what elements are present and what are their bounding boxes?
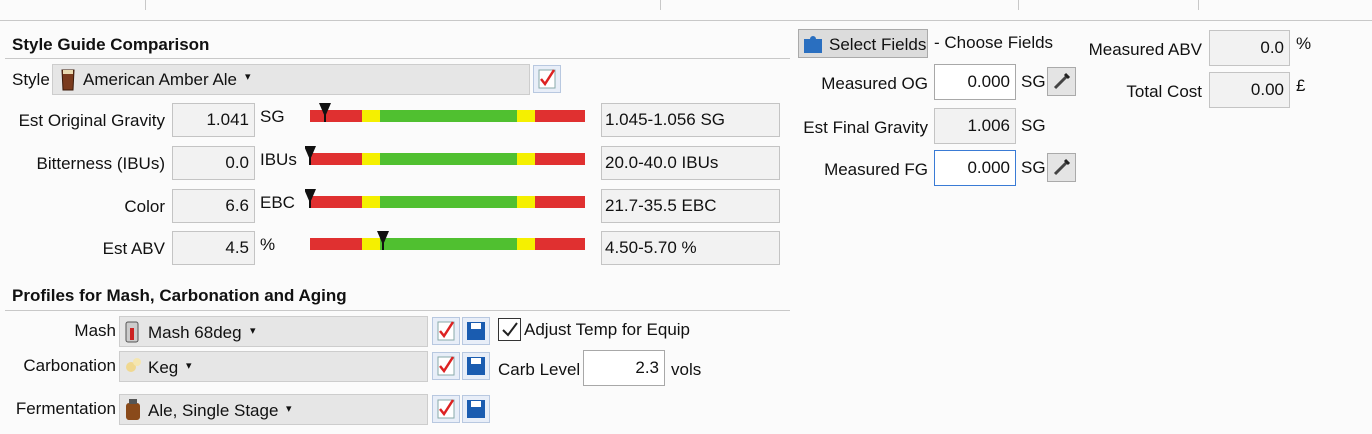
icon [1053, 158, 1071, 176]
dropdown-arrow: ▾ [245, 71, 251, 83]
icon [437, 399, 455, 419]
field-label: Measured OG [821, 74, 928, 93]
section-title: Profiles for Mash, Carbonation and Aging [12, 286, 347, 305]
style-combo[interactable]: American Amber Ale ▾ [52, 64, 530, 95]
combo-text: American Amber Ale [83, 70, 238, 89]
unit: SG [1021, 116, 1046, 135]
combo-text: Mash 68deg [148, 323, 242, 342]
glass-icon [61, 69, 75, 91]
combo-text: Keg [148, 358, 179, 377]
puzzle-icon [804, 36, 822, 53]
save-button[interactable] [462, 317, 490, 345]
section-title: Style Guide Comparison [12, 35, 210, 54]
icon [125, 321, 139, 343]
range-box: 21.7-35.5 EBC [601, 189, 780, 223]
value-box: 4.5 [172, 231, 255, 265]
icon [437, 356, 455, 376]
field-label: Total Cost [1126, 82, 1202, 101]
style-gauge [305, 99, 590, 134]
unit: IBUs [260, 150, 297, 169]
profile-combo[interactable]: Mash 68deg ▾ [119, 316, 428, 347]
separator [1018, 0, 1019, 10]
apply-button[interactable] [432, 317, 460, 345]
field-label: Measured FG [824, 160, 928, 179]
gauge [310, 231, 585, 250]
unit: SG [1021, 72, 1046, 91]
icon [437, 321, 455, 341]
style-gauge [304, 185, 590, 220]
unit: SG [1021, 158, 1046, 177]
icon [467, 322, 485, 340]
gauge [304, 189, 585, 208]
label: - Choose Fields [934, 33, 1054, 52]
profile-combo[interactable]: Keg ▾ [119, 351, 428, 382]
apply-button[interactable] [432, 352, 460, 380]
profile-combo[interactable]: Ale, Single Stage ▾ [119, 394, 428, 425]
combo-text: Ale, Single Stage [148, 401, 279, 420]
range-box: 20.0-40.0 IBUs [601, 146, 780, 180]
value-box: 1.041 [172, 103, 255, 137]
range-box: 1.045-1.056 SG [601, 103, 780, 137]
unit: % [1296, 34, 1312, 53]
hydrometer-button[interactable] [1047, 67, 1076, 96]
button-text: Select Fields [829, 35, 927, 54]
field-label: Carbonation [23, 356, 116, 375]
dropdown-arrow: ▾ [286, 403, 292, 415]
style-gauge [304, 142, 590, 177]
icon [126, 399, 140, 420]
icon [467, 357, 485, 375]
value-box[interactable]: 0.000 [934, 64, 1016, 100]
icon [538, 69, 556, 89]
checkbox-label: Adjust Temp for Equip [524, 320, 690, 339]
save-button[interactable] [462, 395, 490, 423]
field-label: Color [124, 197, 165, 216]
hydrometer-button[interactable] [1047, 153, 1076, 182]
separator [660, 0, 661, 10]
value-box: 1.006 [934, 108, 1016, 144]
dropdown-arrow: ▾ [186, 360, 192, 372]
value-box: 6.6 [172, 189, 255, 223]
icon [467, 400, 485, 418]
separator [5, 58, 790, 59]
separator [1198, 0, 1199, 10]
value-box: 0.00 [1209, 72, 1290, 108]
gauge [304, 146, 585, 165]
field-label: Bitterness (IBUs) [36, 154, 165, 173]
save-button[interactable] [462, 352, 490, 380]
field-label: Fermentation [15, 399, 116, 418]
dropdown-arrow: ▾ [250, 325, 256, 337]
icon [126, 358, 141, 372]
value-box[interactable]: 0.000 [934, 150, 1016, 186]
select-fields-button[interactable]: Select Fields [798, 29, 928, 58]
separator [5, 310, 790, 311]
field-label: Est Final Gravity [803, 118, 928, 137]
unit: SG [260, 107, 285, 126]
field-label: Est Original Gravity [18, 111, 165, 130]
checkbox[interactable] [498, 318, 522, 342]
value-box: 0.0 [1209, 30, 1290, 66]
separator [145, 0, 146, 10]
style-gauge [305, 227, 590, 262]
field-label: Measured ABV [1088, 40, 1202, 59]
carb-level-input[interactable]: 2.3 [583, 350, 665, 386]
label: Carb Level [498, 360, 581, 379]
apply-button[interactable] [432, 395, 460, 423]
separator [0, 20, 1372, 21]
label: Style [12, 70, 50, 89]
field-label: Est ABV [102, 239, 165, 258]
unit: vols [671, 360, 702, 379]
unit: % [260, 235, 276, 254]
range-box: 4.50-5.70 % [601, 231, 780, 265]
value-box: 0.0 [172, 146, 255, 180]
gauge [310, 103, 585, 122]
field-label: Mash [74, 321, 116, 340]
icon [1053, 72, 1071, 90]
apply-button[interactable] [533, 65, 561, 93]
unit: £ [1296, 76, 1306, 95]
unit: EBC [260, 193, 295, 212]
